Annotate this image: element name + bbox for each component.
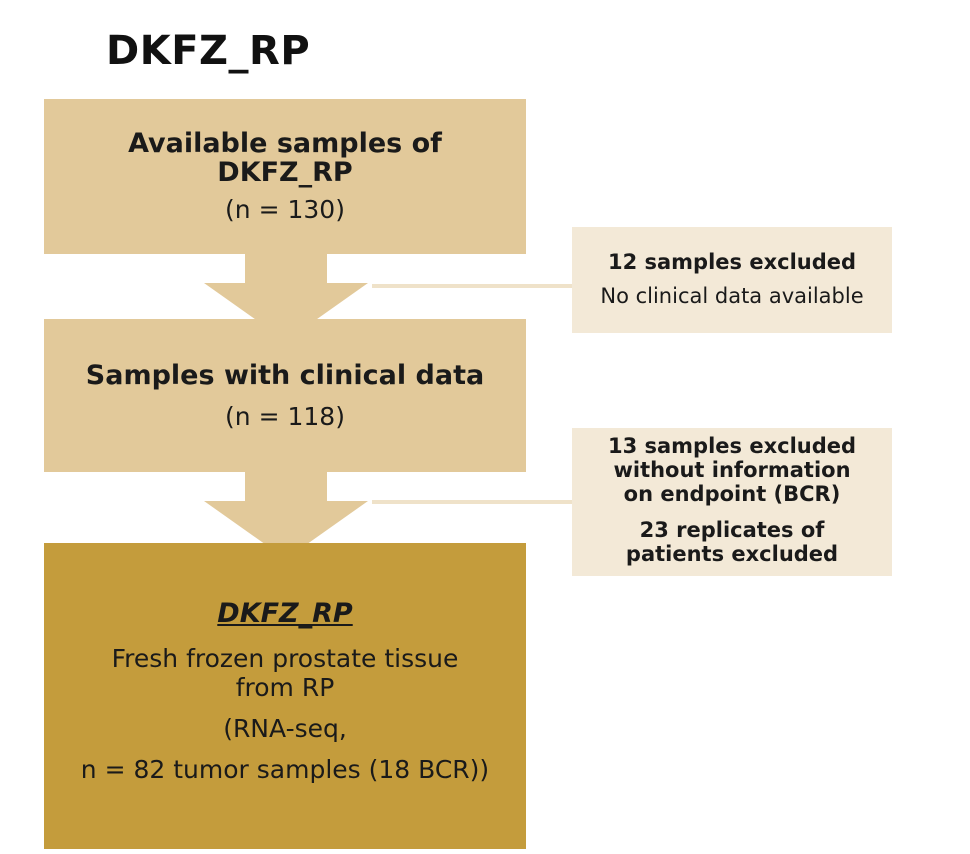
- final-cohort-heading: DKFZ_RP: [217, 598, 353, 629]
- exclusion-box-2: 13 samples excluded without information …: [572, 428, 892, 576]
- final-cohort-box: DKFZ_RP Fresh frozen prostate tissue fro…: [44, 543, 526, 849]
- exclusion-connector-1: [372, 284, 572, 288]
- exclusion-2-line4: 23 replicates of: [639, 518, 825, 542]
- exclusion-2-line2: without information: [613, 458, 851, 482]
- clinical-samples-line1: Samples with clinical data: [85, 360, 485, 391]
- available-samples-line1: Available samples of: [128, 128, 442, 159]
- flow-arrow-stem-1: [245, 254, 327, 284]
- clinical-samples-count: (n = 118): [225, 402, 345, 431]
- final-cohort-line2: from RP: [235, 673, 335, 702]
- exclusion-2-line1: 13 samples excluded: [607, 434, 857, 458]
- final-cohort-line3: (RNA-seq,: [223, 714, 347, 743]
- final-cohort-line1: Fresh frozen prostate tissue: [111, 644, 459, 673]
- clinical-samples-box: Samples with clinical data (n = 118): [44, 319, 526, 472]
- available-samples-count: (n = 130): [225, 195, 345, 224]
- exclusion-connector-2: [372, 500, 572, 504]
- exclusion-1-line2: No clinical data available: [600, 284, 864, 308]
- available-samples-box: Available samples of DKFZ_RP (n = 130): [44, 99, 526, 254]
- flow-arrow-stem-2: [245, 472, 327, 502]
- available-samples-line2: DKFZ_RP: [217, 157, 353, 188]
- exclusion-2-line5: patients excluded: [625, 542, 839, 566]
- diagram-title: DKFZ_RP: [106, 28, 311, 74]
- exclusion-box-1: 12 samples excluded No clinical data ava…: [572, 227, 892, 333]
- exclusion-2-line3: on endpoint (BCR): [623, 482, 841, 506]
- final-cohort-line4: n = 82 tumor samples (18 BCR)): [80, 755, 490, 784]
- exclusion-1-line1: 12 samples excluded: [607, 250, 857, 274]
